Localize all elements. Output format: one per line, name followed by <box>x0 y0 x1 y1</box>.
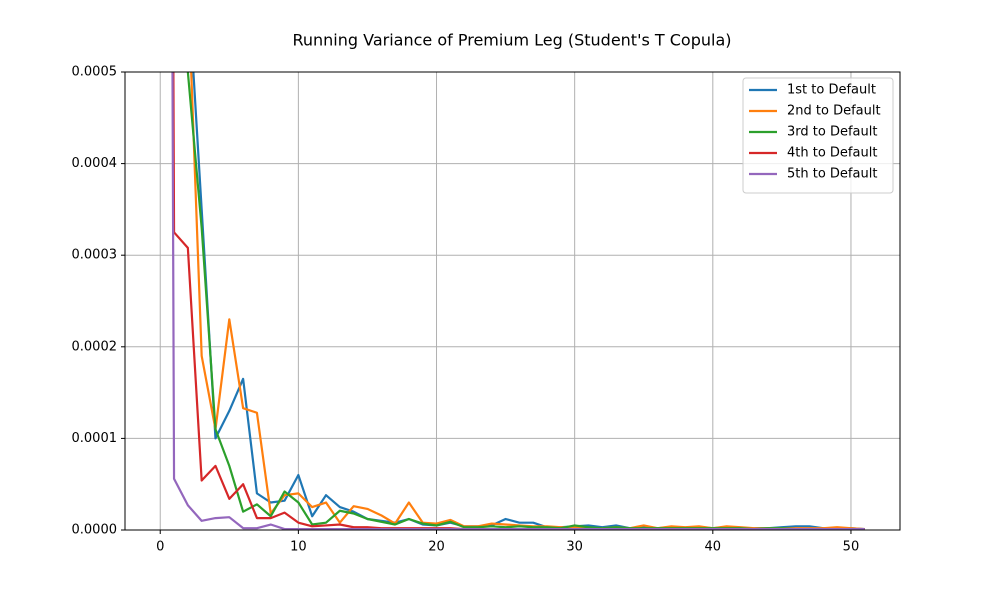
legend: 1st to Default 2nd to Default 3rd to Defau… <box>742 77 894 194</box>
y-tick-label: 0.0001 <box>72 431 118 446</box>
plot-area <box>171 72 865 530</box>
x-tick-label: 40 <box>705 540 722 555</box>
y-tick-label: 0.0002 <box>72 339 118 354</box>
x-tick-label: 10 <box>290 540 307 555</box>
legend-label: 2nd to Default <box>787 104 881 119</box>
chart-title: Running Variance of Premium Leg (Student… <box>292 31 731 50</box>
y-tick-label: 0.0003 <box>72 248 118 263</box>
x-tick-label: 30 <box>566 540 583 555</box>
x-tick-label: 20 <box>428 540 445 555</box>
y-tick-label: 0.0004 <box>72 156 118 171</box>
y-tick-label: 0.0005 <box>72 65 118 80</box>
plot-frame <box>124 71 901 531</box>
legend-box <box>742 77 894 194</box>
y-tick-label: 0.0000 <box>72 523 118 538</box>
legend-label: 4th to Default <box>787 146 877 161</box>
legend-label: 5th to Default <box>787 167 877 182</box>
legend-label: 3rd to Default <box>787 125 877 140</box>
legend-label: 1st to Default <box>787 83 876 98</box>
x-tick-label: 50 <box>843 540 860 555</box>
series-line <box>171 72 865 530</box>
x-tick-label: 0 <box>156 540 164 555</box>
